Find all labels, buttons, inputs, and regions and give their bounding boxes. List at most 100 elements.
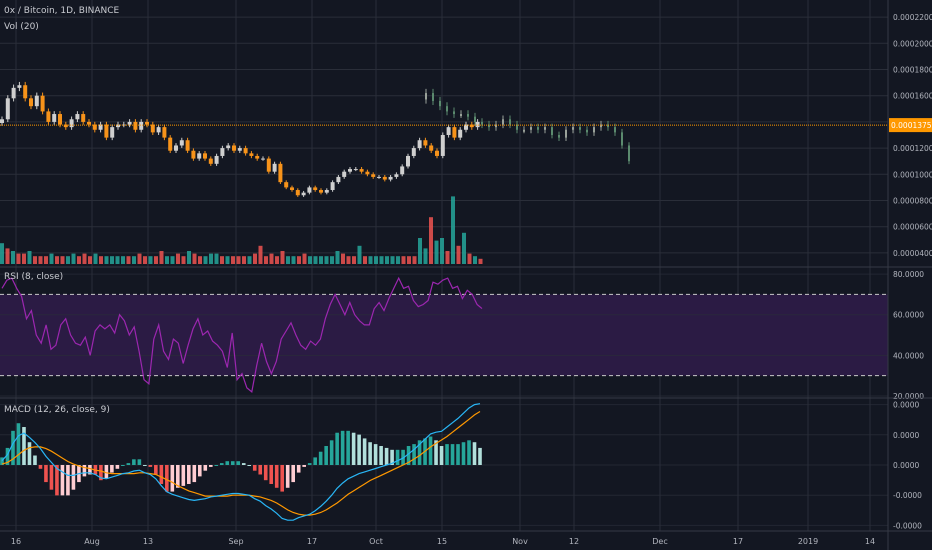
symbol-title: 0x / Bitcoin, 1D, BINANCE (4, 6, 120, 16)
macd-histogram-bar (417, 440, 422, 465)
volume-bar (66, 256, 70, 264)
candle-body (330, 182, 335, 191)
volume-bar (22, 253, 26, 264)
projected-candle-body (523, 129, 525, 132)
volume-bar (38, 256, 43, 264)
volume-bar (440, 238, 444, 264)
rsi-tick-label: 80.0000 (893, 270, 924, 279)
volume-bar (154, 256, 158, 264)
volume-bar (308, 256, 312, 264)
projected-candle-body (558, 135, 560, 138)
candle-body (139, 121, 144, 130)
macd-tick-label: 0.0000 (893, 401, 919, 410)
projected-candle-body (537, 127, 539, 130)
macd-histogram-bar (263, 465, 268, 481)
volume-bar (462, 232, 466, 264)
projected-candle-body (460, 114, 462, 117)
macd-histogram-bar (49, 465, 54, 490)
macd-histogram-bar (456, 444, 460, 465)
volume-bar (27, 251, 32, 264)
candle-body (116, 124, 120, 128)
candle-body (46, 111, 51, 122)
candle-body (249, 153, 254, 156)
macd-histogram-bar (313, 457, 317, 465)
volume-bar (137, 253, 142, 264)
volume-bar (132, 256, 136, 264)
candle-body (185, 140, 190, 151)
candle-body (382, 176, 387, 180)
volume-bar (121, 256, 125, 264)
macd-histogram-bar (296, 465, 301, 473)
volume-bar (357, 245, 362, 264)
volume-bar (110, 256, 114, 264)
macd-histogram-bar (252, 465, 257, 471)
projected-candle-body (551, 127, 553, 135)
macd-histogram-bar (335, 432, 339, 465)
candle-body (400, 166, 405, 175)
rsi-pane: 20.0000 40.0000 60.0000 80.0000 (0, 270, 924, 401)
candle-body (319, 190, 323, 193)
volume-bar (49, 253, 54, 264)
macd-histogram-bar (384, 447, 389, 465)
macd-histogram-bar (450, 444, 455, 465)
volume-bar (280, 251, 285, 264)
candle-body (353, 169, 358, 171)
candle-body (52, 114, 57, 122)
candle-body (388, 176, 393, 180)
projected-candle-body (509, 119, 511, 125)
macd-histogram-bar (285, 465, 290, 488)
macd-histogram-bar (395, 449, 400, 465)
macd-histogram-bar (208, 465, 213, 467)
volume-bar (473, 256, 477, 264)
macd-histogram-bar (55, 465, 59, 496)
candle-body (5, 98, 10, 120)
macd-histogram-bar (88, 465, 92, 475)
volume-bar (176, 253, 180, 264)
volume-bar (247, 256, 252, 264)
candle-body (232, 145, 236, 151)
macd-tick-label: -0.0000 (893, 521, 922, 530)
price-candles (0, 81, 888, 197)
volume-bar (198, 256, 202, 264)
candle-body (290, 187, 294, 191)
volume-bar (16, 253, 21, 264)
candle-body (336, 176, 341, 183)
volume-bar (390, 256, 395, 264)
macd-tick-label: 0.0000 (893, 431, 919, 440)
candle-body (17, 85, 22, 88)
candle-body (371, 174, 376, 177)
candle-body (272, 163, 277, 172)
volume-bar (429, 217, 433, 264)
macd-histogram-bar (478, 447, 482, 465)
macd-histogram-bar (154, 465, 158, 475)
rsi-tick-label: 60.0000 (893, 311, 924, 320)
candle-body (145, 121, 149, 125)
macd-label: MACD (12, 26, close, 9) (4, 405, 110, 415)
volume-bar (374, 256, 378, 264)
rsi-tick-label: 40.0000 (893, 351, 924, 360)
macd-histogram-bar (406, 446, 411, 465)
candle-body (11, 87, 16, 99)
volume-bar (33, 256, 37, 264)
projected-candle-body (467, 114, 469, 117)
candle-body (29, 98, 33, 107)
time-tick-label: 13 (143, 537, 153, 546)
candle-body (69, 119, 74, 128)
volume-bar (324, 256, 329, 264)
macd-histogram-bar (214, 465, 219, 466)
volume-bar (236, 256, 241, 264)
macd-histogram-bar (115, 465, 120, 469)
macd-histogram-bar (357, 434, 361, 465)
candle-body (23, 85, 28, 99)
candle-body (40, 95, 45, 112)
time-tick-label: 17 (307, 537, 317, 546)
candle-body (220, 148, 225, 156)
volume-bar (60, 256, 65, 264)
candle-body (429, 145, 434, 151)
volume-bar (302, 253, 307, 264)
macd-histogram-bar (203, 465, 208, 471)
macd-histogram-bar (104, 465, 109, 479)
